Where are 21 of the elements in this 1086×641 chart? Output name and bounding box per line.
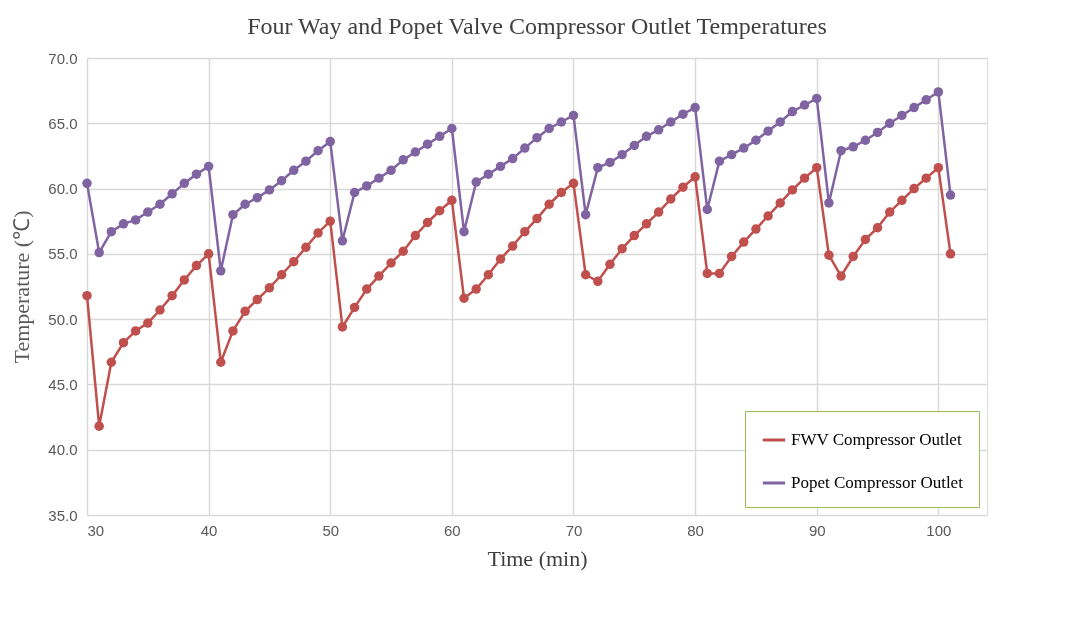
- x-tick-label: 100: [926, 521, 952, 539]
- x-tick-label: 80: [687, 521, 704, 539]
- x-tick-label: 30: [87, 521, 105, 539]
- y-tick-label: 45.0: [48, 375, 78, 393]
- y-tick-label: 60.0: [48, 180, 78, 198]
- y-tick-label: 55.0: [48, 245, 78, 263]
- x-axis-title: Time (min): [487, 545, 588, 571]
- x-tick-label: 40: [200, 521, 218, 539]
- y-tick-label: 40.0: [48, 441, 78, 459]
- chart-title: Four Way and Popet Valve Compressor Outlet Temperatures: [247, 13, 827, 39]
- x-tick-label: 90: [808, 521, 826, 539]
- y-tick-label: 70.0: [48, 49, 78, 67]
- y-tick-label: 50.0: [48, 310, 78, 328]
- y-tick-label: 35.0: [48, 506, 78, 524]
- x-tick-label: 50: [322, 521, 340, 539]
- y-axis-title: Temperature (℃): [9, 210, 35, 364]
- legend-label: FWV Compressor Outlet: [791, 430, 962, 449]
- x-tick-label: 70: [565, 521, 583, 539]
- legend-label: Popet Compressor Outlet: [791, 473, 964, 492]
- x-tick-label: 60: [444, 521, 461, 539]
- y-tick-label: 65.0: [48, 114, 78, 132]
